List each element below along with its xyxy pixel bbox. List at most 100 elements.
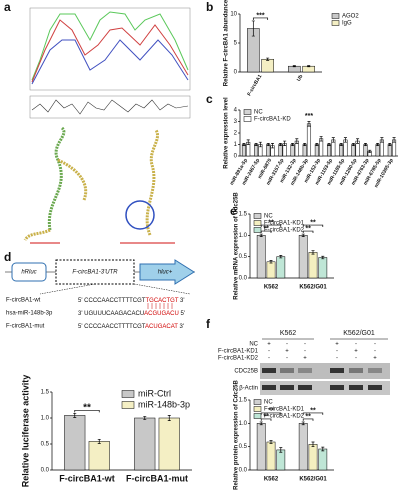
y-tick-label: 1.5 bbox=[239, 398, 248, 404]
bar bbox=[308, 444, 318, 471]
error-bar bbox=[351, 143, 355, 146]
x-tick-label: K562 bbox=[264, 285, 279, 291]
bar bbox=[266, 261, 276, 279]
error-bar bbox=[311, 250, 315, 255]
bar bbox=[308, 252, 318, 279]
error-bar bbox=[307, 65, 311, 68]
legend-swatch bbox=[253, 227, 262, 233]
error-bar bbox=[301, 233, 305, 237]
legend-swatch bbox=[243, 116, 252, 122]
y-tick-label: 0 bbox=[234, 70, 238, 76]
error-bar bbox=[266, 143, 270, 146]
legend-label: miR-Ctrl bbox=[138, 388, 171, 398]
error-bar bbox=[269, 260, 273, 264]
condition-label: NC bbox=[249, 342, 258, 348]
condition-sign: + bbox=[285, 349, 289, 355]
error-bar bbox=[259, 421, 263, 426]
error-bar bbox=[363, 143, 367, 146]
legend-label: AGO2 bbox=[342, 14, 359, 20]
error-bar bbox=[301, 421, 305, 426]
significance-label: ** bbox=[268, 219, 274, 226]
condition-sign: + bbox=[303, 356, 307, 362]
error-bar bbox=[266, 57, 270, 61]
error-bar bbox=[258, 141, 262, 148]
y-axis-label: Relative expression level bbox=[224, 97, 230, 169]
error-bar bbox=[331, 137, 335, 143]
significance-bracket bbox=[260, 418, 272, 421]
sequence-name: hsa-miR-148b-3p bbox=[6, 311, 53, 317]
condition-label: F-circBA1-KD2 bbox=[218, 356, 259, 362]
error-bar bbox=[339, 143, 343, 146]
error-bar bbox=[376, 143, 380, 146]
significance-label: ** bbox=[268, 407, 274, 414]
legend-swatch bbox=[331, 20, 340, 26]
significance-bracket bbox=[302, 418, 314, 421]
error-bar bbox=[327, 143, 331, 146]
y-tick-label: 0.0 bbox=[239, 468, 248, 474]
legend-swatch bbox=[253, 399, 262, 405]
x-tick-label: K562 bbox=[264, 477, 279, 483]
legend-swatch bbox=[253, 413, 262, 419]
condition-sign: + bbox=[335, 342, 339, 348]
error-bar bbox=[311, 441, 315, 448]
significance-label: ** bbox=[310, 407, 316, 414]
error-bar bbox=[254, 143, 258, 146]
y-tick-label: 0 bbox=[234, 154, 238, 160]
error-bar bbox=[242, 143, 246, 146]
sequence-part: 5' CCCCAACCTTTTCGT bbox=[78, 298, 146, 304]
legend-label: NC bbox=[254, 110, 263, 116]
error-bar bbox=[380, 137, 384, 143]
y-axis-label: Relative protein expression of Cdc25B bbox=[234, 379, 240, 489]
condition-sign: + bbox=[267, 342, 271, 348]
condition-sign: - bbox=[336, 356, 338, 362]
error-bar bbox=[388, 143, 392, 146]
error-bar bbox=[167, 415, 171, 421]
y-tick-label: 0.0 bbox=[41, 468, 50, 474]
condition-sign: - bbox=[304, 349, 306, 355]
y-tick-label: 1.5 bbox=[41, 390, 50, 396]
y-tick-label: 5 bbox=[234, 41, 238, 47]
legend-label: NC bbox=[264, 214, 273, 220]
error-bar bbox=[259, 233, 263, 237]
significance-label: *** bbox=[305, 113, 313, 120]
error-bar bbox=[271, 143, 275, 149]
significance-bracket bbox=[302, 224, 324, 228]
condition-sign: - bbox=[355, 356, 357, 362]
sequence-part: TGCACTGT bbox=[145, 298, 178, 304]
construct-schematic bbox=[5, 259, 195, 309]
significance-bracket bbox=[260, 412, 282, 415]
error-bar bbox=[97, 438, 101, 444]
bar bbox=[64, 415, 86, 471]
error-bar bbox=[319, 136, 323, 142]
bar bbox=[278, 144, 283, 157]
bar bbox=[351, 144, 356, 157]
significance-bracket bbox=[74, 409, 100, 413]
significance-label: ** bbox=[263, 225, 269, 232]
panel-label: f bbox=[206, 317, 211, 331]
significance-label: ** bbox=[83, 402, 91, 413]
error-bar bbox=[279, 447, 283, 453]
sequence-part: 5' bbox=[179, 311, 185, 317]
condition-sign: - bbox=[374, 349, 376, 355]
legend-label: miR-148b-3p bbox=[138, 399, 190, 409]
bar bbox=[326, 144, 332, 157]
significance-bracket bbox=[260, 224, 282, 228]
sequence-part: 3' bbox=[178, 298, 184, 304]
legend-swatch bbox=[253, 213, 262, 219]
bar bbox=[339, 144, 344, 157]
y-tick-label: 1.0 bbox=[239, 421, 248, 427]
bar bbox=[375, 144, 380, 157]
condition-sign: - bbox=[304, 342, 306, 348]
bar bbox=[318, 257, 328, 279]
y-tick-label: 0.0 bbox=[239, 276, 248, 282]
significance-bracket bbox=[260, 230, 272, 234]
sequence-name: F-circBA1-wt bbox=[6, 298, 41, 304]
legend-label: NC bbox=[264, 400, 273, 406]
error-bar bbox=[392, 137, 396, 143]
bar bbox=[266, 441, 276, 471]
bar bbox=[290, 144, 295, 157]
bar bbox=[302, 144, 307, 157]
y-tick-label: 0.5 bbox=[41, 442, 50, 448]
y-axis-label: Relative luciferase activity bbox=[20, 375, 30, 488]
